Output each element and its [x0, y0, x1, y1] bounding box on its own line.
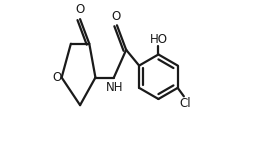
- Text: Cl: Cl: [180, 97, 191, 111]
- Text: O: O: [53, 71, 62, 84]
- Text: O: O: [112, 10, 121, 23]
- Text: NH: NH: [106, 81, 124, 94]
- Text: HO: HO: [150, 33, 167, 46]
- Text: O: O: [75, 3, 85, 16]
